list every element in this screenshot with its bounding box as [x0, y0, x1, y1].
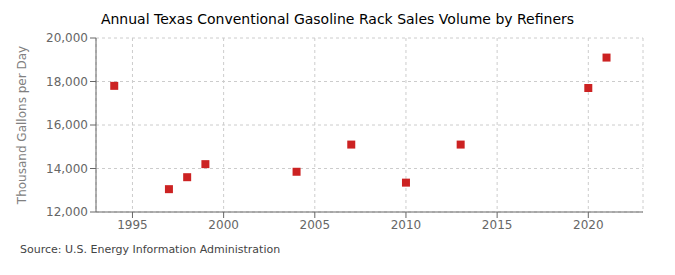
- svg-text:14,000: 14,000: [46, 162, 88, 176]
- svg-text:2015: 2015: [482, 218, 513, 232]
- html-text:Annual Texas Conventional Gaso: Annual Texas Conventional Gasoline Rack …: [100, 11, 575, 27]
- svg-text:2020: 2020: [573, 218, 604, 232]
- svg-text:16,000: 16,000: [46, 118, 88, 132]
- svg-text:20,000: 20,000: [46, 31, 88, 45]
- svg-text:2005: 2005: [300, 218, 331, 232]
- svg-text:1995: 1995: [117, 218, 148, 232]
- html-text:Source: U.S. Energy Informatio: Source: U.S. Energy Information Administ…: [20, 243, 281, 256]
- svg-text:2010: 2010: [391, 218, 422, 232]
- svg-text:12,000: 12,000: [46, 205, 88, 219]
- svg-text:18,000: 18,000: [46, 75, 88, 89]
- svg-text:2000: 2000: [208, 218, 239, 232]
- svg-text:Thousand Gallons per Day: Thousand Gallons per Day: [15, 46, 29, 205]
